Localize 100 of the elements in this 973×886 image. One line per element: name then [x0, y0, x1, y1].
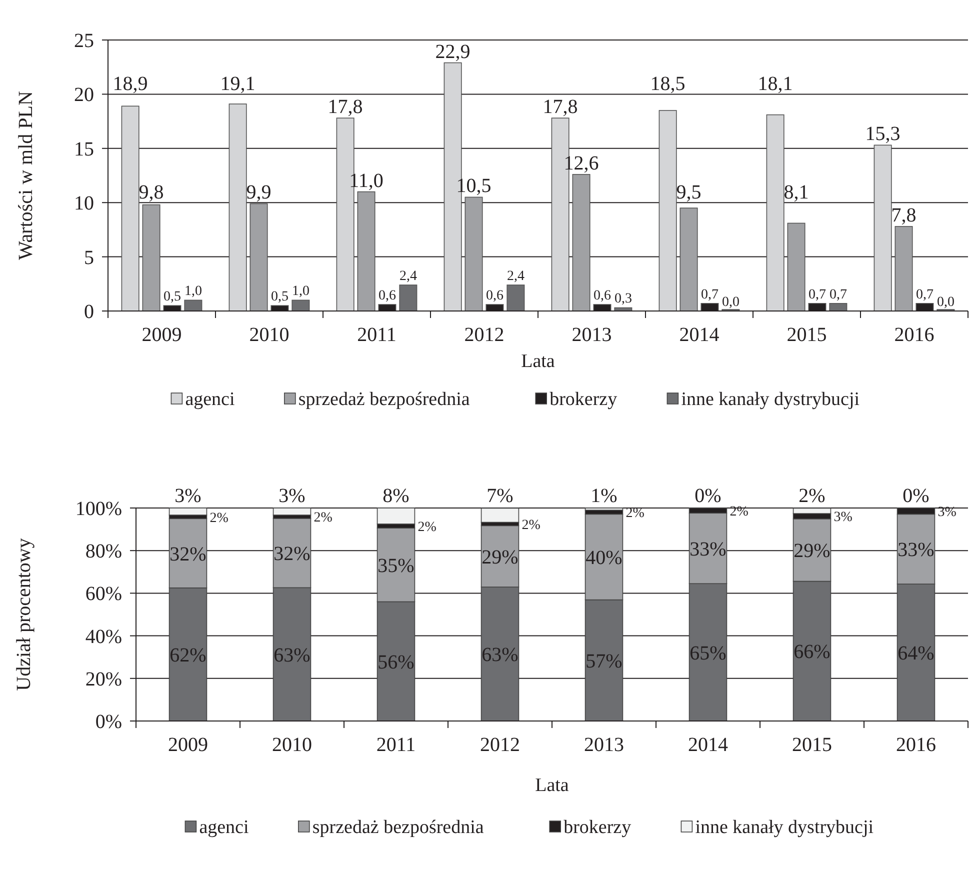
data-label: 2%	[522, 518, 541, 533]
bar	[168, 508, 208, 516]
y-tick-label: 60%	[85, 583, 122, 606]
bar	[894, 226, 913, 312]
x-tick-label: 2015	[792, 734, 832, 756]
data-label: 1,0	[184, 284, 202, 300]
x-tick-label: 2012	[480, 734, 520, 756]
y-tick-label: 15	[74, 138, 94, 160]
x-axis-title: Lata	[535, 775, 570, 796]
data-label: 19,1	[220, 73, 256, 96]
bar	[292, 300, 310, 312]
bar	[184, 300, 202, 312]
bar	[121, 106, 140, 312]
legend-label: inne kanały dystrybucji	[695, 817, 874, 838]
x-tick-label: 2016	[896, 734, 936, 756]
x-tick-label: 2009	[168, 734, 208, 756]
data-label: 65%	[690, 642, 726, 664]
data-label: 0,7	[916, 287, 934, 302]
data-label: 64%	[898, 642, 934, 665]
data-label: 0,3	[614, 292, 632, 307]
data-label: 3%	[834, 510, 853, 526]
legend-label: agenci	[199, 817, 249, 838]
x-tick-label: 2009	[142, 324, 182, 346]
x-tick-label: 2016	[894, 324, 934, 346]
bar	[506, 284, 525, 312]
legend-label: sprzedaż bezpośrednia	[298, 389, 470, 410]
data-label: 0,6	[378, 288, 396, 304]
bar	[464, 196, 483, 312]
data-label: 9,8	[138, 182, 164, 204]
y-axis-title: Udział procentowy	[13, 538, 35, 691]
bar	[376, 508, 416, 524]
data-label: 2%	[798, 485, 826, 508]
data-label: 2%	[418, 520, 437, 535]
x-tick-label: 2011	[376, 734, 416, 756]
data-label: 8%	[382, 485, 410, 507]
x-tick-label: 2011	[357, 324, 396, 346]
bar	[357, 191, 376, 312]
data-label: 9,5	[676, 182, 702, 204]
x-tick-label: 2012	[464, 324, 504, 346]
data-label: 2,4	[399, 268, 417, 284]
data-label: 3%	[174, 485, 202, 507]
data-label: 17,8	[328, 96, 363, 118]
data-label: 0,5	[270, 290, 288, 305]
data-label: 0,7	[829, 287, 847, 302]
x-tick-label: 2014	[679, 324, 720, 346]
data-label: 33%	[898, 539, 934, 562]
y-axis-title: Wartości w mld PLN	[15, 91, 37, 260]
bar	[787, 222, 806, 312]
data-label: 8,1	[784, 182, 809, 204]
y-tick-label: 5	[84, 246, 94, 269]
bar	[399, 284, 418, 312]
x-axis-title: Lata	[521, 351, 556, 372]
data-label: 29%	[794, 540, 830, 562]
x-tick-label: 2013	[584, 734, 624, 756]
data-label: 63%	[274, 644, 310, 666]
y-tick-label: 0%	[95, 711, 122, 733]
data-label: 32%	[170, 543, 206, 566]
data-label: 66%	[794, 641, 830, 664]
y-tick-label: 20	[74, 84, 94, 106]
data-label: 29%	[482, 546, 518, 568]
data-label: 17,8	[542, 96, 578, 118]
bar	[572, 174, 590, 312]
data-label: 18,9	[112, 73, 148, 96]
bar	[250, 203, 268, 312]
data-label: 1%	[590, 485, 618, 507]
data-label: 0,0	[722, 295, 740, 310]
bar	[874, 144, 892, 312]
data-label: 0,7	[808, 287, 826, 302]
data-label: 9,9	[246, 182, 272, 204]
data-label: 0,7	[700, 287, 718, 302]
data-label: 22,9	[435, 40, 470, 63]
y-tick-label: 80%	[85, 540, 122, 563]
y-tick-label: 0	[84, 301, 94, 323]
data-label: 62%	[170, 644, 206, 666]
data-label: 1,0	[292, 284, 310, 300]
bar	[142, 204, 160, 312]
data-label: 2,4	[506, 268, 524, 284]
data-label: 57%	[586, 650, 622, 672]
data-label: 40%	[586, 546, 622, 569]
data-label: 0,6	[593, 288, 611, 304]
x-tick-label: 2010	[249, 324, 290, 346]
bar	[658, 110, 677, 312]
data-label: 7,8	[891, 204, 916, 226]
data-label: 0,5	[163, 290, 181, 305]
legend-label: brokerzy	[550, 389, 618, 410]
y-tick-label: 100%	[75, 498, 122, 520]
bar	[584, 508, 624, 511]
legend-label: sprzedaż bezpośrednia	[312, 817, 484, 838]
x-tick-label: 2015	[786, 324, 827, 346]
bar	[480, 508, 520, 523]
legend-label: inne kanały dystrybucji	[681, 389, 860, 410]
data-label: 63%	[482, 644, 518, 666]
data-label: 0,6	[486, 288, 504, 304]
data-label: 32%	[274, 543, 310, 566]
data-label: 2%	[314, 510, 333, 526]
data-label: 7%	[486, 485, 514, 508]
bar	[272, 508, 312, 516]
y-tick-label: 40%	[85, 626, 122, 648]
x-tick-label: 2013	[572, 324, 612, 346]
data-label: 35%	[378, 554, 414, 577]
